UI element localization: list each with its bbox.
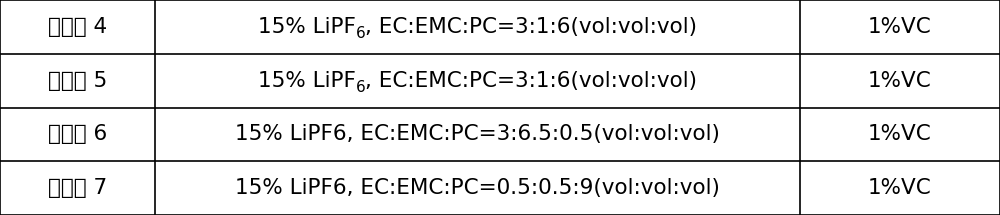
Text: 1%VC: 1%VC (868, 124, 932, 144)
Text: 1%VC: 1%VC (868, 71, 932, 91)
Text: 6: 6 (356, 80, 365, 95)
Text: 15% LiPF: 15% LiPF (258, 71, 356, 91)
Text: 实施例 6: 实施例 6 (48, 124, 107, 144)
Text: 1%VC: 1%VC (868, 178, 932, 198)
Text: 实施例 4: 实施例 4 (48, 17, 107, 37)
Text: 实施例 7: 实施例 7 (48, 178, 107, 198)
Text: 15% LiPF: 15% LiPF (258, 17, 356, 37)
Text: 1%VC: 1%VC (868, 17, 932, 37)
Text: , EC:EMC:PC=3:1:6(vol:vol:vol): , EC:EMC:PC=3:1:6(vol:vol:vol) (365, 17, 697, 37)
Text: , EC:EMC:PC=3:1:6(vol:vol:vol): , EC:EMC:PC=3:1:6(vol:vol:vol) (365, 71, 697, 91)
Text: 6: 6 (356, 26, 365, 41)
Text: 15% LiPF6, EC:EMC:PC=3:6.5:0.5(vol:vol:vol): 15% LiPF6, EC:EMC:PC=3:6.5:0.5(vol:vol:v… (235, 124, 720, 144)
Text: 15% LiPF6, EC:EMC:PC=0.5:0.5:9(vol:vol:vol): 15% LiPF6, EC:EMC:PC=0.5:0.5:9(vol:vol:v… (235, 178, 720, 198)
Text: 实施例 5: 实施例 5 (48, 71, 107, 91)
